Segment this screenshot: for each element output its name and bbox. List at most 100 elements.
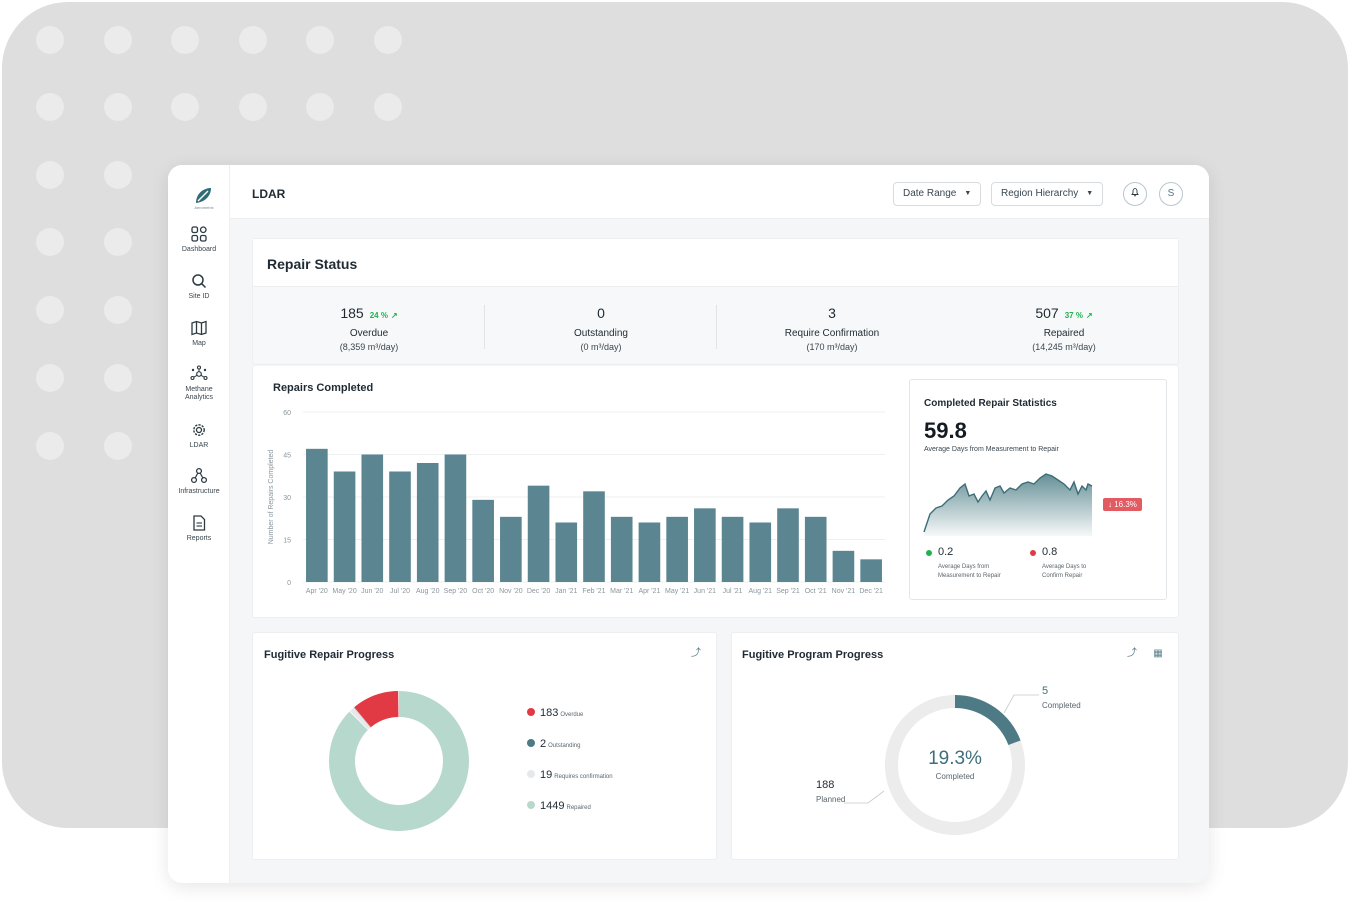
table-icon[interactable]: ▦: [1153, 648, 1163, 659]
bar[interactable]: [638, 522, 661, 583]
bar[interactable]: [333, 471, 356, 583]
donut-slice-repaired[interactable]: [329, 691, 469, 831]
x-tick-label: Sep '20: [444, 588, 468, 595]
sidebar-item-dashboard[interactable]: Dashboard: [168, 225, 230, 254]
background-dot: [36, 228, 64, 256]
background-dot: [239, 26, 267, 54]
notifications-button[interactable]: [1123, 182, 1147, 206]
x-tick-label: Aug '21: [749, 588, 773, 595]
x-tick-label: Sep '21: [776, 588, 800, 595]
export-icon[interactable]: ⤴: [1127, 648, 1137, 659]
bar[interactable]: [306, 448, 328, 582]
top-bar: LDAR Date Range ▼ Region Hierarchy ▼ S: [230, 165, 1209, 219]
bar[interactable]: [777, 508, 799, 582]
bar[interactable]: [666, 516, 688, 582]
sidebar-item-map[interactable]: Map: [168, 319, 230, 348]
legend-label: Overdue: [560, 712, 584, 718]
sidebar-item-label: Site ID: [188, 293, 210, 300]
bar[interactable]: [500, 516, 522, 582]
bar[interactable]: [416, 463, 439, 582]
stat-sub: (8,359 m³/day): [339, 342, 399, 352]
legend-label: Repaired: [566, 805, 591, 811]
background-dot: [104, 296, 132, 324]
sidebar-item-label: Dashboard: [181, 246, 217, 253]
completed-repair-statistics-card: Completed Repair Statistics 59.8 Average…: [909, 379, 1167, 600]
sidebar-item-methane-analytics[interactable]: Methane Analytics: [168, 365, 230, 402]
sidebar-item-reports[interactable]: Reports: [168, 514, 230, 543]
x-tick-label: Apr '21: [638, 588, 660, 595]
completed-count: 5: [1042, 685, 1049, 697]
right-stat-label-1: Average Days to: [1042, 564, 1087, 570]
sidebar-item-infrastructure[interactable]: Infrastructure: [168, 467, 230, 496]
fugitive-program-donut: [884, 695, 1025, 835]
donut-slice-completed[interactable]: [955, 695, 1021, 746]
trend-up-icon: ↗: [1085, 311, 1093, 320]
completed-count-label: Completed: [1042, 701, 1081, 710]
date-range-select[interactable]: Date Range ▼: [893, 182, 982, 206]
bar[interactable]: [860, 559, 882, 582]
bar[interactable]: [583, 491, 605, 582]
donut-slice-overdue[interactable]: [354, 691, 399, 728]
legend-value: 2: [540, 738, 547, 750]
delta-badge: ↓ 16.3%: [1103, 498, 1142, 511]
x-tick-label: Nov '21: [832, 588, 856, 595]
grid-icon: [191, 226, 207, 242]
legend-dot: [527, 770, 535, 778]
bar[interactable]: [389, 471, 411, 583]
fugitive-program-progress-card: Fugitive Program Progress ⤴ ▦ 19.3% Comp…: [731, 632, 1179, 860]
logo-icon: [196, 188, 211, 203]
stat-value: 0: [597, 305, 605, 321]
bar[interactable]: [610, 516, 633, 582]
repairs-completed-title: Repairs Completed: [273, 382, 374, 394]
chevron-down-icon: ▼: [964, 190, 972, 197]
stat-sub: (0 m³/day): [580, 342, 622, 352]
x-tick-label: May '20: [332, 588, 356, 595]
bar[interactable]: [361, 454, 384, 583]
user-avatar[interactable]: S: [1159, 182, 1183, 206]
divider: [484, 305, 485, 349]
x-tick-label: Jun '21: [694, 588, 716, 595]
sidebar-item-label: Reports: [186, 535, 212, 542]
background-dot: [36, 296, 64, 324]
sidebar-item-label: Map: [192, 340, 206, 347]
bell-icon: [1131, 188, 1139, 197]
left-stat-label-2: Measurement to Repair: [938, 573, 1001, 579]
fugitive-repair-donut: [329, 691, 469, 831]
green-dot-icon: [926, 550, 932, 556]
bar[interactable]: [832, 550, 855, 582]
bar[interactable]: [804, 516, 827, 582]
bar[interactable]: [694, 508, 716, 582]
stat-label: Outstanding: [574, 328, 628, 339]
background-dot: [104, 26, 132, 54]
fugitive-repair-title: Fugitive Repair Progress: [264, 649, 395, 661]
legend-value: 183: [540, 707, 559, 719]
background-dot: [36, 161, 64, 189]
stat-outstanding: 0 Outstanding (0 m³/day): [485, 305, 717, 352]
stat-sub: (170 m³/day): [806, 342, 858, 352]
x-tick-label: Oct '20: [472, 588, 494, 595]
region-hierarchy-select[interactable]: Region Hierarchy ▼: [991, 182, 1104, 206]
right-stat-label-2: Confirm Repair: [1042, 573, 1083, 579]
background-dot: [36, 432, 64, 460]
trend-up-icon: ↗: [390, 311, 398, 320]
stat-require-confirmation: 3 Require Confirmation (170 m³/day): [716, 305, 948, 352]
y-tick-label: 45: [283, 453, 291, 460]
bar[interactable]: [527, 485, 550, 582]
donut-slice-outstanding[interactable]: [353, 707, 371, 728]
bar[interactable]: [555, 522, 578, 583]
bar[interactable]: [721, 516, 744, 582]
sidebar-item-ldar[interactable]: LDAR: [168, 421, 230, 450]
bar[interactable]: [444, 454, 467, 583]
export-icon[interactable]: ⤴: [691, 648, 701, 659]
donut-slice-requires-confirmation[interactable]: [349, 708, 371, 730]
bar[interactable]: [749, 522, 772, 583]
legend-value: 1449: [540, 800, 565, 812]
planned-count-label: Planned: [816, 795, 846, 804]
stat-value: 185: [340, 305, 364, 321]
sidebar-item-site-id[interactable]: Site ID: [168, 272, 230, 301]
bar[interactable]: [472, 499, 494, 582]
app-window: Aerometrix Dashboard Site ID Map: [168, 165, 1209, 883]
sidebar: Aerometrix Dashboard Site ID Map: [168, 165, 230, 883]
map-icon: [191, 320, 207, 336]
